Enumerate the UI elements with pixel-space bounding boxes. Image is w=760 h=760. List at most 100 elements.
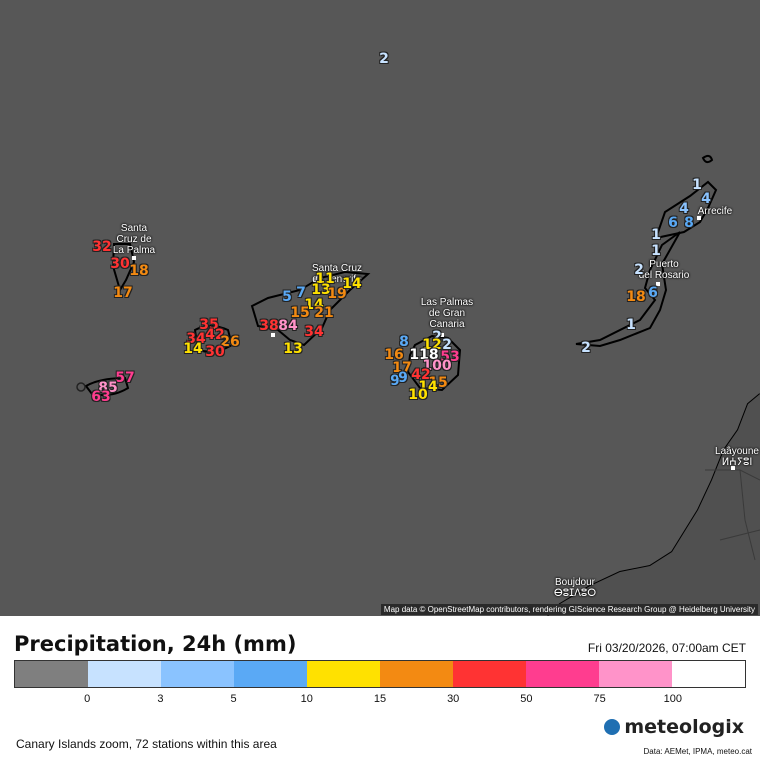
- globe-icon: [604, 719, 621, 735]
- place-line: ⴱⵓⵊⴷⵓⵔ: [553, 588, 597, 599]
- station-value[interactable]: 15: [290, 305, 310, 321]
- station-marker-empty: [76, 382, 86, 392]
- station-value[interactable]: 7: [296, 285, 306, 301]
- station-value[interactable]: 9: [390, 373, 400, 389]
- station-value[interactable]: 8: [399, 334, 409, 350]
- scale-swatch: [672, 661, 745, 687]
- scale-swatch: [380, 661, 453, 687]
- map-attribution[interactable]: Map data © OpenStreetMap contributors, r…: [380, 604, 758, 615]
- station-value[interactable]: 57: [115, 370, 135, 386]
- station-value[interactable]: 1: [651, 227, 661, 243]
- place-boujdour: Boujdour ⴱⵓⵊⴷⵓⵔ: [545, 577, 605, 599]
- station-value[interactable]: 16: [384, 347, 404, 363]
- station-value[interactable]: 34: [186, 331, 206, 347]
- station-value[interactable]: 17: [392, 360, 412, 376]
- area-note: Canary Islands zoom, 72 stations within …: [16, 737, 277, 751]
- scale-swatch: [453, 661, 526, 687]
- station-value[interactable]: 34: [304, 324, 324, 340]
- scale-tick-label: 15: [373, 693, 387, 705]
- place-line: de Gran: [428, 308, 466, 319]
- tenerife-coast: [250, 270, 371, 347]
- station-value[interactable]: 6: [648, 285, 658, 301]
- station-value[interactable]: 30: [205, 344, 225, 360]
- station-value[interactable]: 6: [668, 215, 678, 231]
- legend-datetime: Fri 03/20/2026, 07:00am CET: [587, 641, 746, 655]
- station-value[interactable]: 12: [422, 337, 442, 353]
- station-value[interactable]: 18: [129, 263, 149, 279]
- color-scale: [14, 660, 746, 688]
- station-value[interactable]: 1: [692, 177, 702, 193]
- station-value[interactable]: 14: [418, 379, 438, 395]
- el-hierro-coast: [84, 376, 130, 397]
- station-value[interactable]: 11: [315, 271, 335, 287]
- station-value[interactable]: 2: [379, 51, 389, 67]
- place-line: del Rosario: [638, 270, 690, 281]
- station-value[interactable]: 2: [432, 329, 442, 345]
- scale-tick-label: 3: [157, 693, 164, 705]
- place-line: Cruz de: [116, 234, 152, 245]
- scale-tick-label: 0: [84, 693, 91, 705]
- place-laayoune: Laâyoune ⵍⵄⵢⵓⵏ: [714, 446, 760, 468]
- station-value[interactable]: 26: [220, 334, 240, 350]
- scale-swatch: [88, 661, 161, 687]
- scale-tick-label: 75: [593, 693, 606, 705]
- place-line: Boujdour: [554, 577, 596, 588]
- station-value[interactable]: 14: [342, 276, 362, 292]
- place-line: Arrecife: [697, 206, 733, 217]
- lanzarote-coast: [654, 180, 718, 240]
- station-value[interactable]: 2: [442, 337, 452, 353]
- map-area[interactable]: Santa Cruz de La Palma Santa Cruz de Ten…: [0, 0, 760, 616]
- station-value[interactable]: 14: [183, 341, 203, 357]
- place-line: Laâyoune: [715, 446, 759, 457]
- station-value[interactable]: 10: [408, 387, 428, 403]
- place-line: Santa: [120, 223, 148, 234]
- station-value[interactable]: 35: [199, 317, 219, 333]
- place-line: Las Palmas: [420, 297, 474, 308]
- station-value[interactable]: 63: [91, 389, 111, 405]
- place-puerto-del-rosario: Puerto del Rosario: [632, 259, 696, 281]
- station-value[interactable]: 1: [651, 243, 661, 259]
- scale-swatch: [599, 661, 672, 687]
- scale-swatch: [307, 661, 380, 687]
- station-value[interactable]: 42: [411, 367, 431, 383]
- scale-tick-label: 100: [663, 693, 682, 705]
- place-arrecife: Arrecife: [688, 206, 742, 217]
- station-value[interactable]: 84: [278, 318, 298, 334]
- station-value[interactable]: 30: [110, 256, 130, 272]
- station-value[interactable]: 9: [398, 370, 408, 386]
- place-santa-cruz-de-tenerife: Santa Cruz de Tenerife: [300, 263, 374, 285]
- scale-swatch: [234, 661, 307, 687]
- coastline-layer: [76, 154, 760, 616]
- station-value[interactable]: 53: [440, 349, 460, 365]
- station-value[interactable]: 100: [422, 358, 452, 374]
- station-value[interactable]: 15: [428, 375, 448, 391]
- data-sources: Data: AEMet, IPMA, meteo.cat: [643, 747, 753, 756]
- station-value[interactable]: 13: [283, 341, 303, 357]
- station-value[interactable]: 8: [684, 215, 694, 231]
- brand-name: meteologix: [624, 716, 744, 738]
- station-value[interactable]: 14: [304, 297, 324, 313]
- station-value[interactable]: 17: [113, 285, 133, 301]
- station-value[interactable]: 2: [634, 262, 644, 278]
- africa-land: [548, 394, 760, 616]
- scale-tick-label: 10: [300, 693, 313, 705]
- station-value[interactable]: 32: [92, 239, 112, 255]
- station-value[interactable]: 38: [259, 318, 279, 334]
- station-value[interactable]: 13: [311, 282, 331, 298]
- station-value[interactable]: 18: [626, 289, 646, 305]
- station-value[interactable]: 1: [626, 317, 636, 333]
- station-value[interactable]: 85: [98, 380, 118, 396]
- place-line: Puerto: [649, 259, 679, 270]
- brand-logo[interactable]: meteologix: [604, 716, 744, 738]
- station-value[interactable]: 4: [679, 201, 689, 217]
- station-value[interactable]: 19: [327, 286, 347, 302]
- station-value[interactable]: 42: [205, 327, 225, 343]
- station-value[interactable]: 2: [581, 340, 591, 356]
- station-value[interactable]: 5: [282, 289, 292, 305]
- station-value[interactable]: 4: [701, 191, 711, 207]
- place-las-palmas: Las Palmas de Gran Canaria: [410, 297, 484, 330]
- station-value[interactable]: 21: [314, 305, 334, 321]
- place-santa-cruz-de-la-palma: Santa Cruz de La Palma: [106, 223, 162, 256]
- station-value[interactable]: 118: [409, 347, 439, 363]
- scale-swatch: [526, 661, 599, 687]
